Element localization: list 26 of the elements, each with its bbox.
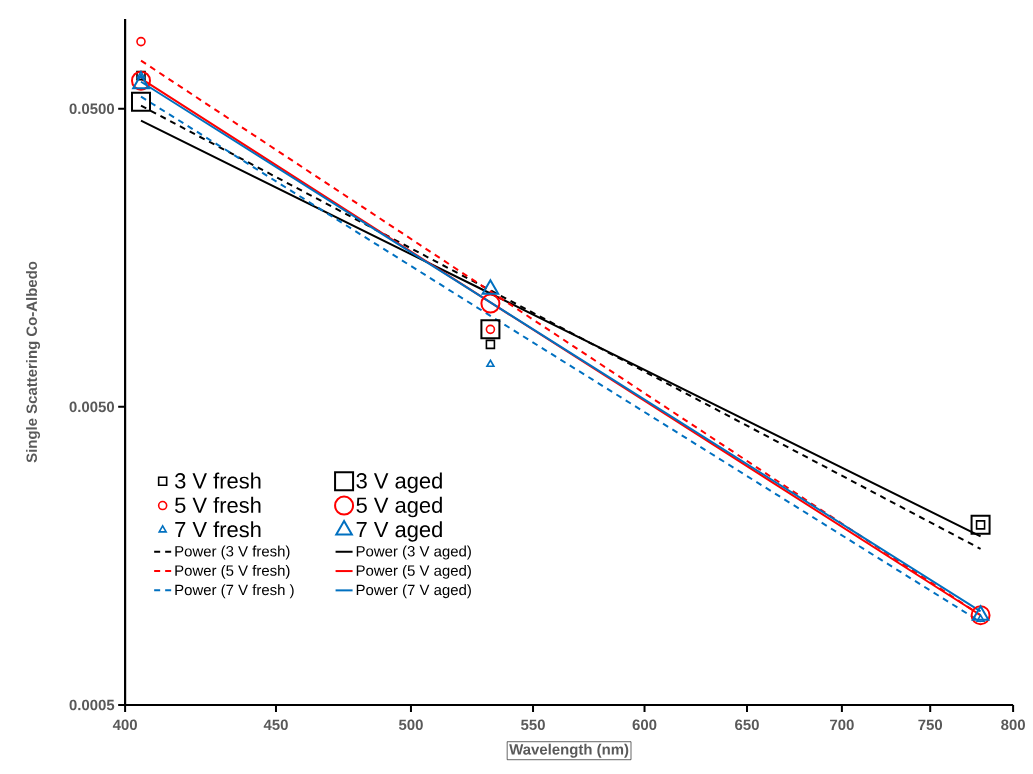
- x-tick-label: 800: [1001, 719, 1025, 731]
- y-axis-title: Single Scattering Co-Albedo: [26, 261, 41, 463]
- legend-label: 3 V aged: [356, 472, 442, 493]
- x-axis-title: Wavelength (nm): [509, 743, 629, 758]
- x-tick-label: 450: [263, 719, 288, 731]
- x-tick-label: 750: [918, 719, 943, 731]
- x-tick-label: 700: [830, 719, 854, 731]
- legend-label: Power (5 V aged): [356, 564, 471, 579]
- x-tick-label: 500: [398, 719, 423, 731]
- x-tick-label: 650: [735, 719, 759, 731]
- x-tick-label: 400: [112, 719, 137, 731]
- legend-label: Power (7 V aged): [356, 584, 471, 599]
- legend-label: Power (3 V aged): [356, 545, 471, 560]
- x-tick-label: 550: [521, 719, 545, 731]
- legend-label: 5 V fresh: [175, 496, 261, 513]
- legend-label: 3 V fresh: [174, 472, 261, 489]
- legend-label: Power (3 V fresh): [175, 545, 290, 560]
- legend-label: 5 V aged: [356, 496, 442, 518]
- y-tick-label: 0.0500: [69, 103, 115, 115]
- legend-label: Power (7 V fresh ): [175, 584, 294, 599]
- y-tick-label: 0.0050: [69, 401, 115, 413]
- legend-label: 7 V fresh: [175, 521, 261, 538]
- legend-label: Power (5 V fresh): [175, 564, 290, 579]
- y-tick-label: 0.0005: [69, 699, 115, 711]
- legend-label: 7 V aged: [356, 521, 442, 542]
- x-tick-label: 600: [632, 719, 657, 731]
